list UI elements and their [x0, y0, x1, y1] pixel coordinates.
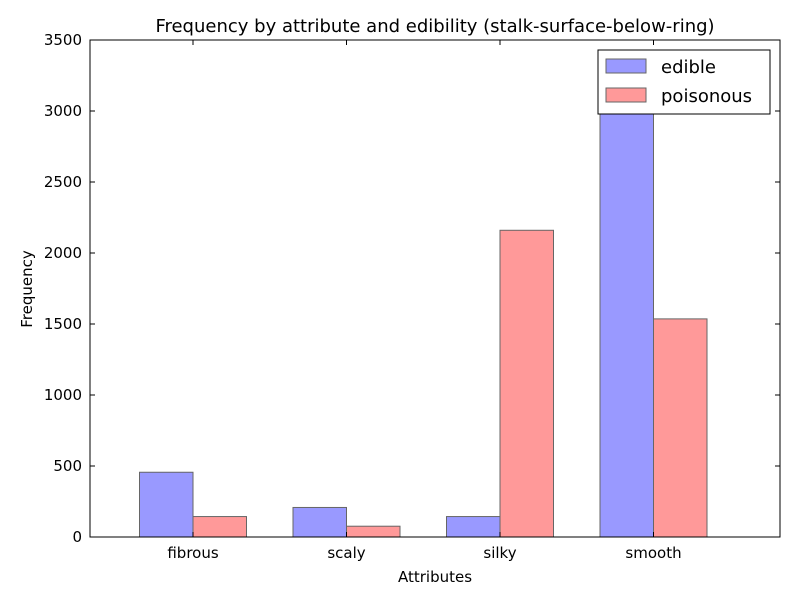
bars-group: [139, 53, 708, 538]
legend: edible poisonous: [597, 49, 771, 115]
y-tick-label-3500: 3500: [44, 31, 82, 49]
y-ticks-group: 0 500 1000 1500 2000 2500 3000 3500: [44, 31, 780, 546]
y-tick-label-0: 0: [72, 528, 82, 546]
bar-poisonous-fibrous: [192, 516, 247, 538]
bar-poisonous-silky: [499, 229, 554, 538]
bar-edible-scaly: [292, 506, 347, 538]
bar-edible-silky: [446, 516, 501, 538]
plot-frame: [89, 39, 781, 538]
y-tick-label-1000: 1000: [44, 386, 82, 404]
y-tick-label-2000: 2000: [44, 244, 82, 262]
legend-swatch-edible: [605, 58, 647, 74]
bar-edible-fibrous: [139, 471, 194, 538]
y-axis-label: Frequency: [18, 250, 36, 328]
x-tick-label-smooth: smooth: [625, 544, 681, 562]
x-tick-label-fibrous: fibrous: [167, 544, 218, 562]
plot-area: fibrous scaly silky smooth 0 500 1000 1500 2000…: [44, 31, 781, 562]
bar-edible-smooth: [599, 53, 654, 538]
y-tick-label-500: 500: [53, 457, 82, 475]
x-tick-label-silky: silky: [483, 544, 516, 562]
bar-poisonous-scaly: [346, 525, 401, 538]
y-tick-label-3000: 3000: [44, 102, 82, 120]
legend-label-poisonous: poisonous: [661, 86, 752, 107]
bar-poisonous-smooth: [653, 318, 708, 538]
y-tick-label-1500: 1500: [44, 315, 82, 333]
chart-title: Frequency by attribute and edibility (st…: [155, 16, 714, 37]
x-axis-label: Attributes: [398, 568, 472, 586]
legend-swatch-poisonous: [605, 87, 647, 103]
legend-label-edible: edible: [661, 57, 716, 78]
x-ticks-group: fibrous scaly silky smooth: [167, 40, 682, 562]
x-tick-label-scaly: scaly: [327, 544, 365, 562]
y-tick-label-2500: 2500: [44, 173, 82, 191]
